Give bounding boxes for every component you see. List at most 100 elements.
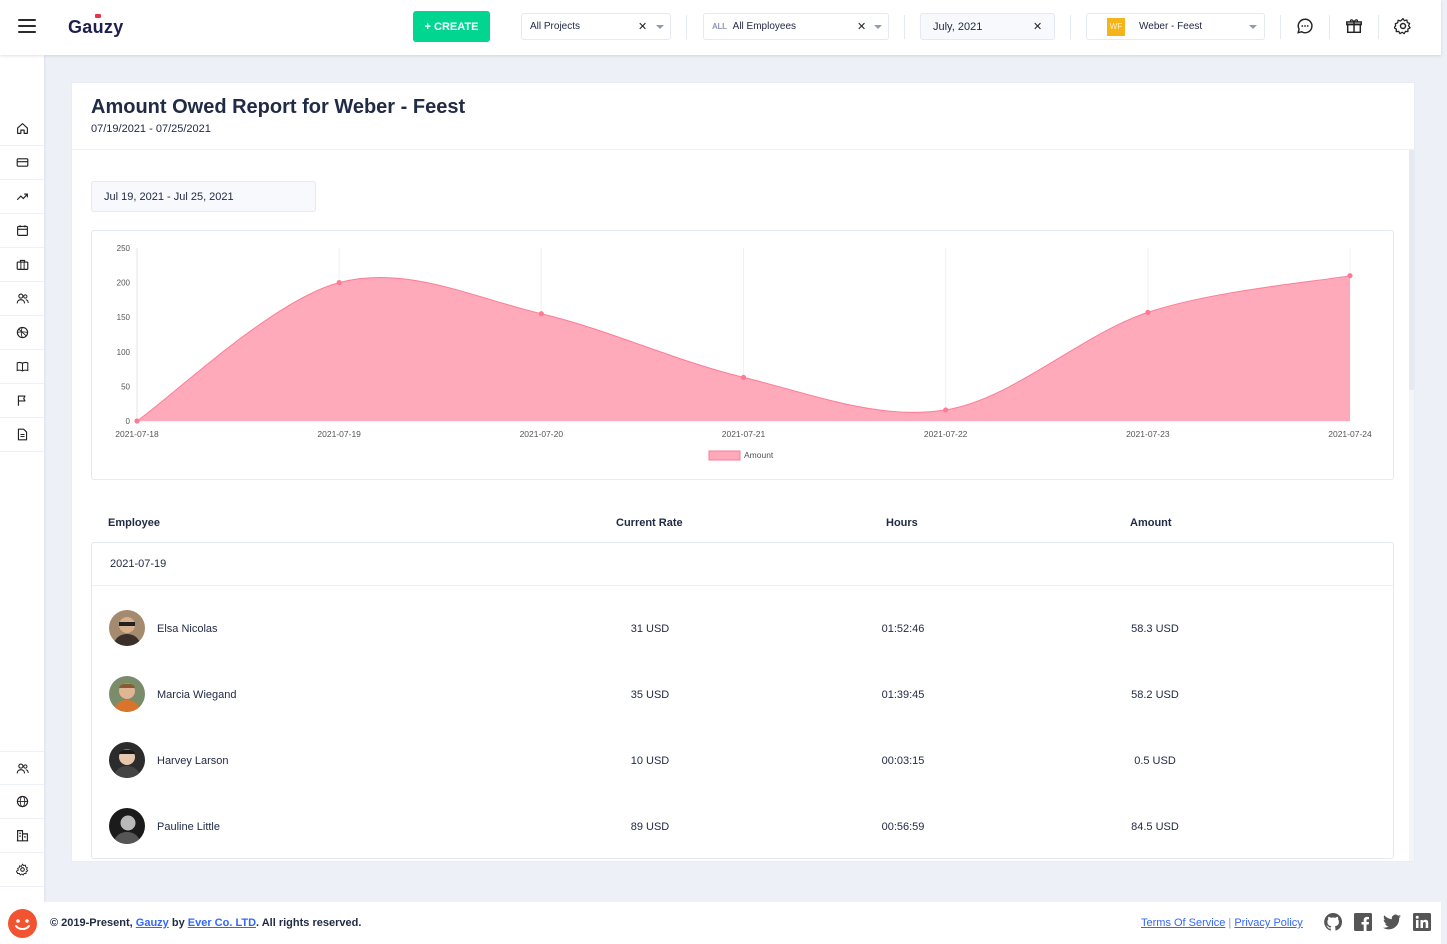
- copyright: © 2019-Present, Gauzy by Ever Co. LTD. A…: [50, 917, 361, 929]
- home-icon: [16, 123, 28, 134]
- employees-select-value: All Employees: [732, 21, 797, 32]
- current-rate: 35 USD: [630, 689, 670, 701]
- sidebar-item-help[interactable]: [0, 350, 44, 384]
- report-card: Amount Owed Report for Weber - Feest 07/…: [71, 82, 1415, 862]
- header-divider: [1280, 15, 1281, 39]
- x-tick-label: 2021-07-23: [1126, 429, 1170, 439]
- y-tick-label: 200: [117, 279, 131, 288]
- calendar-icon: [16, 225, 28, 236]
- employee-name: Harvey Larson: [157, 755, 229, 767]
- facebook-icon[interactable]: [1353, 912, 1373, 932]
- github-icon[interactable]: [1323, 912, 1343, 932]
- data-point: [740, 374, 747, 381]
- clear-employees-icon[interactable]: ✕: [857, 21, 867, 33]
- hours: 01:52:46: [881, 623, 925, 635]
- briefcase-icon: [16, 259, 28, 270]
- amount-chart: 0 50 100 150 200 250 2021-07-18 2021-07-19 2021-…: [91, 230, 1394, 480]
- linkedin-icon[interactable]: [1412, 912, 1432, 932]
- twitter-icon[interactable]: [1382, 912, 1402, 932]
- column-header-hours: Hours: [886, 517, 918, 529]
- card-icon: [16, 158, 28, 167]
- date-select[interactable]: July, 2021 ✕: [920, 13, 1055, 40]
- current-rate: 31 USD: [630, 623, 670, 635]
- avatar: [109, 742, 145, 778]
- report-table: 2021-07-19 Elsa Nicolas 31 USD 01:52:46 …: [91, 542, 1394, 859]
- employee-name: Elsa Nicolas: [157, 623, 218, 635]
- scrollbar-thumb[interactable]: [1409, 150, 1414, 390]
- ever-link[interactable]: Ever Co. LTD: [187, 917, 257, 929]
- chevron-down-icon[interactable]: [874, 25, 882, 29]
- report-header: Amount Owed Report for Weber - Feest 07/…: [72, 83, 1414, 150]
- sidebar-item-goals[interactable]: [0, 316, 44, 350]
- legend-label: Amount: [744, 450, 774, 460]
- gauzy-link[interactable]: Gauzy: [135, 917, 169, 929]
- sidebar-item-integrations[interactable]: [0, 785, 44, 819]
- footer: © 2019-Present, Gauzy by Ever Co. LTD. A…: [0, 902, 1441, 944]
- clear-date-icon[interactable]: ✕: [1033, 21, 1043, 33]
- sidebar-item-organizations[interactable]: [0, 819, 44, 853]
- page-title: Amount Owed Report for Weber - Feest: [91, 96, 466, 118]
- legend-swatch: [708, 450, 741, 461]
- privacy-link[interactable]: Privacy Policy: [1234, 917, 1303, 929]
- date-select-value: July, 2021: [933, 20, 983, 33]
- x-tick-label: 2021-07-24: [1328, 429, 1372, 439]
- x-tick-label: 2021-07-18: [115, 429, 159, 439]
- people-icon: [16, 762, 29, 773]
- sidebar-item-documents[interactable]: [0, 418, 44, 452]
- chat-icon[interactable]: [1296, 17, 1314, 35]
- clear-projects-icon[interactable]: ✕: [638, 21, 648, 33]
- header-divider: [1070, 15, 1071, 39]
- chevron-down-icon[interactable]: [656, 25, 664, 29]
- sidebar-item-sales[interactable]: [0, 180, 44, 214]
- sidebar-item-jobs[interactable]: [0, 248, 44, 282]
- employees-select[interactable]: ALL All Employees ✕: [703, 13, 889, 40]
- series-area: [137, 275, 1350, 421]
- header-divider: [1329, 15, 1330, 39]
- amount: 0.5 USD: [1134, 755, 1176, 767]
- data-point: [538, 311, 544, 317]
- sidebar-item-dashboard[interactable]: [0, 112, 44, 146]
- sidebar-item-accounting[interactable]: [0, 146, 44, 180]
- settings-gear-icon[interactable]: [1394, 17, 1412, 35]
- y-tick-label: 50: [121, 382, 130, 391]
- column-header-amount: Amount: [1130, 517, 1172, 529]
- sidebar-item-reports[interactable]: [0, 384, 44, 418]
- app-logo[interactable]: Gauzy: [68, 17, 124, 37]
- table-row: Elsa Nicolas 31 USD 01:52:46 58.3 USD: [92, 595, 1393, 661]
- create-button[interactable]: + CREATE: [413, 11, 490, 42]
- organization-select[interactable]: WF Weber - Feest: [1086, 13, 1265, 40]
- terms-link[interactable]: Terms Of Service: [1141, 917, 1226, 929]
- data-point: [943, 407, 949, 413]
- x-tick-label: 2021-07-21: [722, 429, 766, 439]
- footer-links: Terms Of Service | Privacy Policy: [1141, 917, 1303, 929]
- link-separator: |: [1228, 917, 1232, 929]
- date-range-picker[interactable]: Jul 19, 2021 - Jul 25, 2021: [91, 181, 316, 212]
- header-divider: [904, 15, 905, 39]
- employee-name: Marcia Wiegand: [157, 689, 237, 701]
- top-header: Gauzy + CREATE All Projects ✕ ALL All Em…: [0, 0, 1441, 55]
- scrollbar-track[interactable]: [1409, 150, 1414, 861]
- chevron-down-icon[interactable]: [1249, 25, 1257, 29]
- sidebar-item-users[interactable]: [0, 751, 44, 785]
- projects-select[interactable]: All Projects ✕: [521, 13, 671, 40]
- amount-area-chart: 0 50 100 150 200 250 2021-07-18 2021-07-19 2021-…: [115, 244, 1372, 461]
- copyright-by: by: [171, 917, 185, 929]
- projects-select-value: All Projects: [530, 21, 581, 32]
- current-rate: 10 USD: [630, 755, 670, 767]
- sidebar-item-settings[interactable]: [0, 853, 44, 887]
- header-divider: [686, 15, 687, 39]
- menu-toggle-icon[interactable]: [18, 19, 36, 33]
- current-rate: 89 USD: [630, 821, 670, 833]
- avatar: [109, 610, 145, 646]
- gift-icon[interactable]: [1345, 17, 1363, 35]
- sidebar-item-employees[interactable]: [0, 282, 44, 316]
- ever-logo-icon[interactable]: [8, 909, 37, 938]
- report-period: 07/19/2021 - 07/25/2021: [91, 123, 211, 135]
- hours: 01:39:45: [881, 689, 925, 701]
- column-header-employee: Employee: [108, 517, 160, 529]
- table-row: Marcia Wiegand 35 USD 01:39:45 58.2 USD: [92, 661, 1393, 727]
- table-row: Pauline Little 89 USD 00:56:59 84.5 USD: [92, 793, 1393, 859]
- sidebar-item-tasks[interactable]: [0, 214, 44, 248]
- header-divider: [1378, 15, 1379, 39]
- avatar: [109, 808, 145, 844]
